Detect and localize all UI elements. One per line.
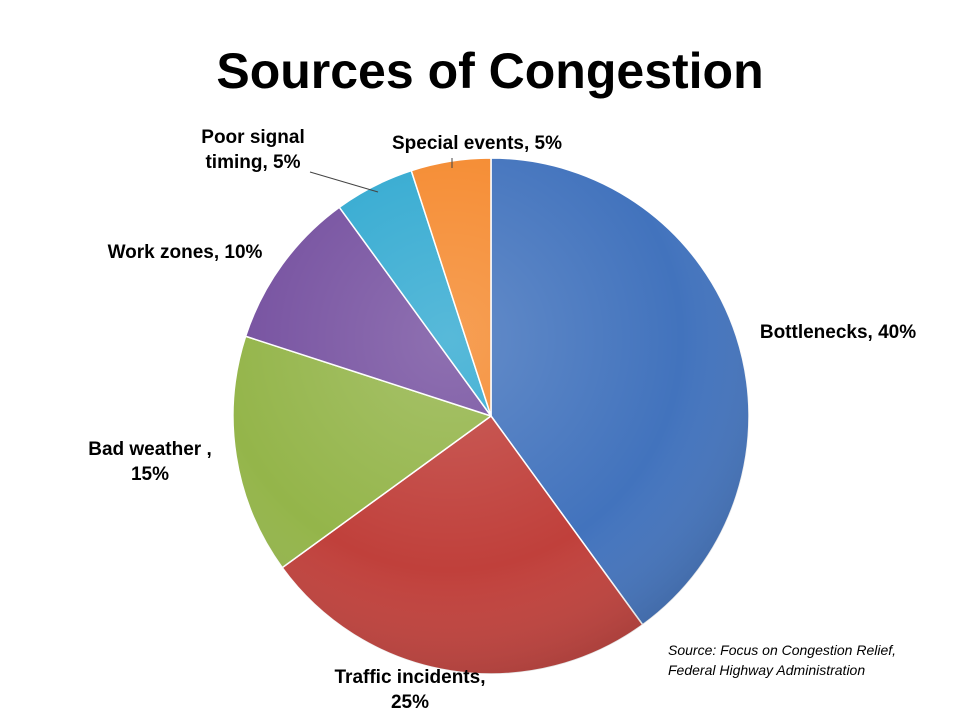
slice-label-1-line-1: 25% — [391, 692, 429, 713]
slice-label-2-line-1: 15% — [131, 464, 169, 485]
slice-label-5: Special events, 5% — [392, 133, 562, 154]
chart-title: Sources of Congestion — [216, 43, 764, 99]
slice-label-4-line-1: timing, 5% — [205, 152, 300, 173]
leader-line-4 — [309, 171, 379, 193]
slice-label-1-line-0: Traffic incidents, — [335, 667, 486, 688]
slice-label-2: Bad weather , 15% — [88, 439, 212, 485]
slice-label-4: Poor signal timing, 5% — [201, 127, 304, 173]
slice-label-5-line-0: Special events, 5% — [392, 133, 562, 154]
pie-shading — [233, 158, 749, 674]
slice-label-3: Work zones, 10% — [108, 242, 263, 263]
slice-labels: Bottlenecks, 40% Traffic incidents, 25% Bad… — [88, 127, 916, 713]
slice-label-3-line-0: Work zones, 10% — [108, 242, 263, 263]
leader-lines — [309, 158, 453, 193]
slice-label-0-line-0: Bottlenecks, 40% — [760, 322, 916, 343]
source-note: Source: Focus on Congestion Relief, Fede… — [668, 640, 896, 680]
slice-label-0: Bottlenecks, 40% — [760, 322, 916, 343]
slice-label-4-line-0: Poor signal — [201, 127, 304, 148]
slice-label-1: Traffic incidents, 25% — [335, 667, 486, 713]
slice-label-2-line-0: Bad weather , — [88, 439, 212, 460]
source-line-2: Federal Highway Administration — [668, 662, 866, 678]
source-line-1: Source: Focus on Congestion Relief, — [668, 642, 897, 658]
